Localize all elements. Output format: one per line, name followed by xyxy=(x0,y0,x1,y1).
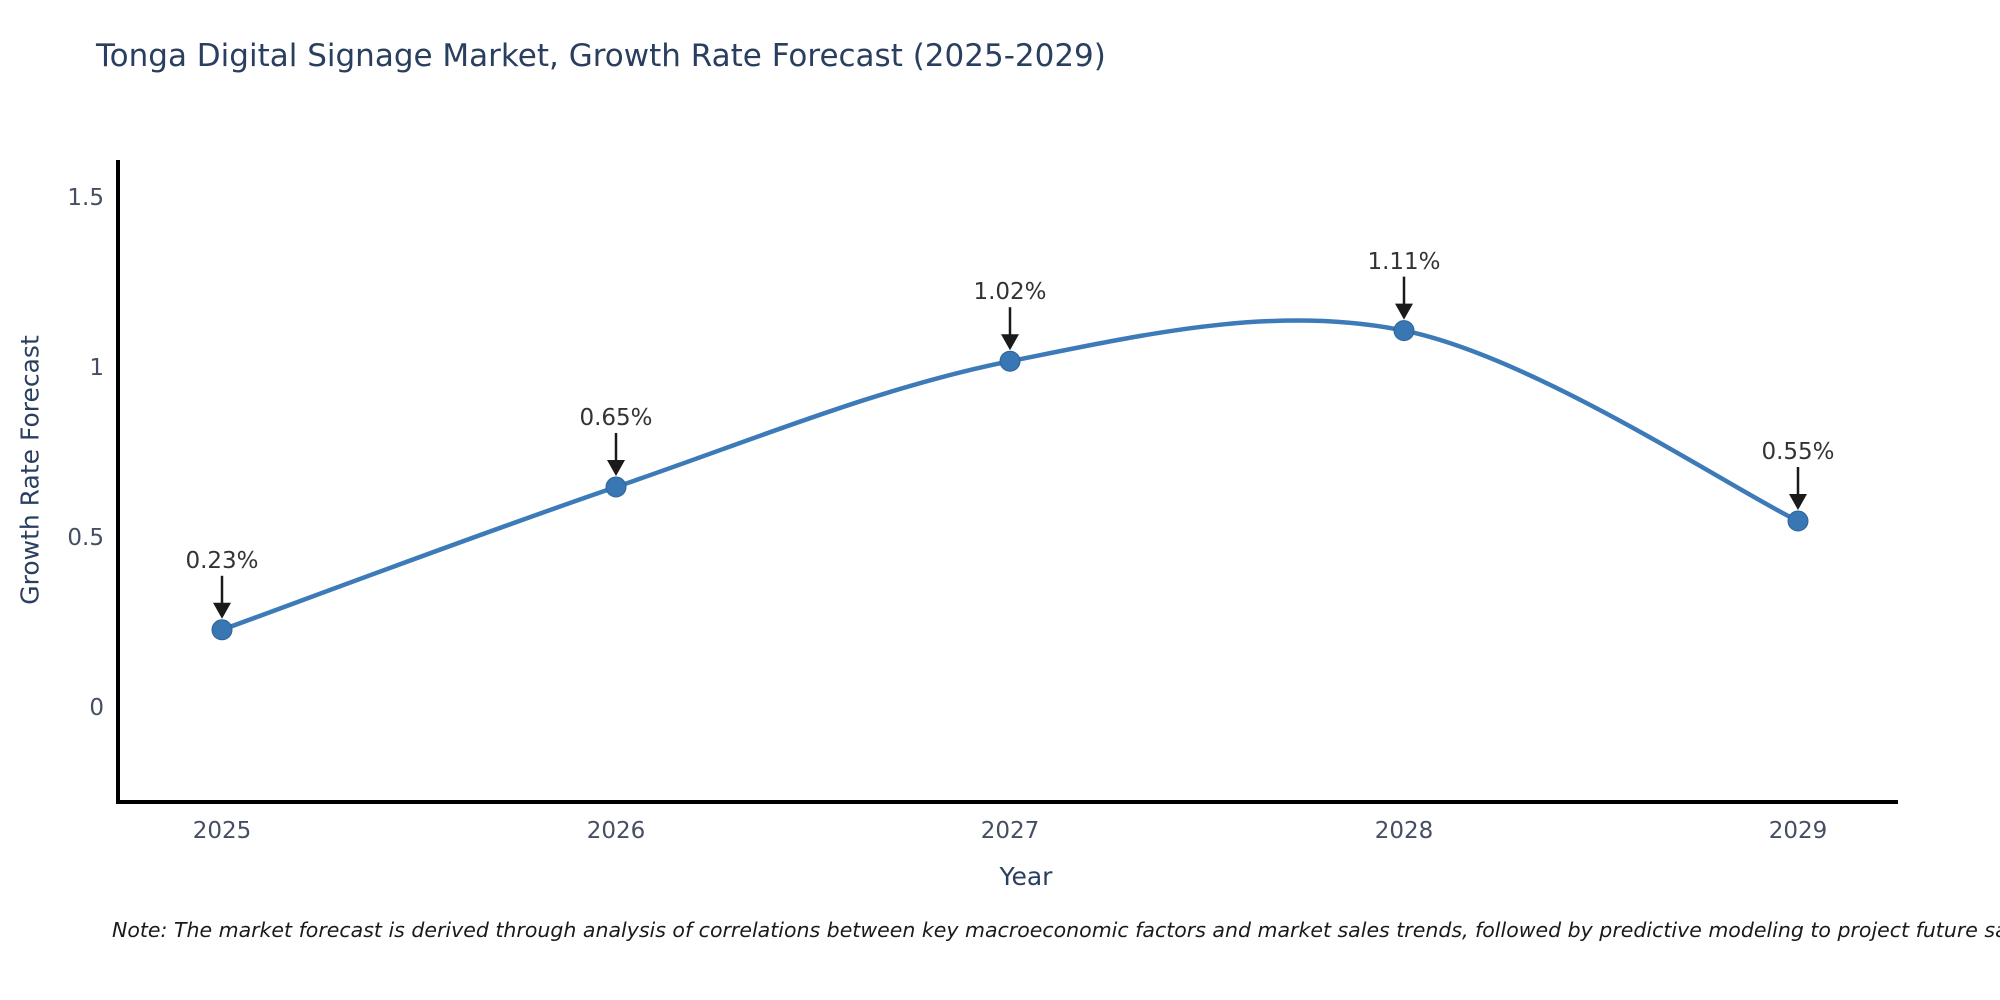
x-axis-title: Year xyxy=(999,862,1053,891)
x-tick-label: 2027 xyxy=(980,818,1040,844)
data-point-marker xyxy=(999,350,1021,372)
y-tick-label: 1 xyxy=(89,355,104,381)
annotation-arrowhead xyxy=(1789,494,1807,510)
x-tick-label: 2028 xyxy=(1374,818,1434,844)
data-point-marker xyxy=(1393,320,1415,342)
chart-title: Tonga Digital Signage Market, Growth Rat… xyxy=(96,38,1106,74)
y-tick-label: 0.5 xyxy=(67,525,104,551)
point-value-label: 1.11% xyxy=(1367,248,1441,275)
point-value-label: 0.23% xyxy=(185,547,259,574)
y-tick-label: 1.5 xyxy=(67,185,104,211)
footnote: Note: The market forecast is derived thr… xyxy=(112,918,2000,942)
annotation-arrowhead xyxy=(607,460,625,476)
annotation-arrowhead xyxy=(1395,303,1413,320)
y-axis-title: Growth Rate Forecast xyxy=(15,335,45,605)
point-value-label: 0.65% xyxy=(579,405,653,431)
x-tick-label: 2025 xyxy=(192,818,252,844)
y-tick-label: 0 xyxy=(89,695,104,721)
annotation-arrowhead xyxy=(1001,334,1019,351)
data-point-marker xyxy=(211,619,233,641)
point-value-label: 1.02% xyxy=(973,279,1047,306)
x-tick-label: 2029 xyxy=(1768,818,1828,844)
data-point-marker xyxy=(605,476,627,498)
x-tick-label: 2026 xyxy=(586,818,646,844)
data-point-marker xyxy=(1787,510,1809,532)
point-value-label: 0.55% xyxy=(1761,439,1835,465)
annotation-arrowhead xyxy=(213,602,231,619)
